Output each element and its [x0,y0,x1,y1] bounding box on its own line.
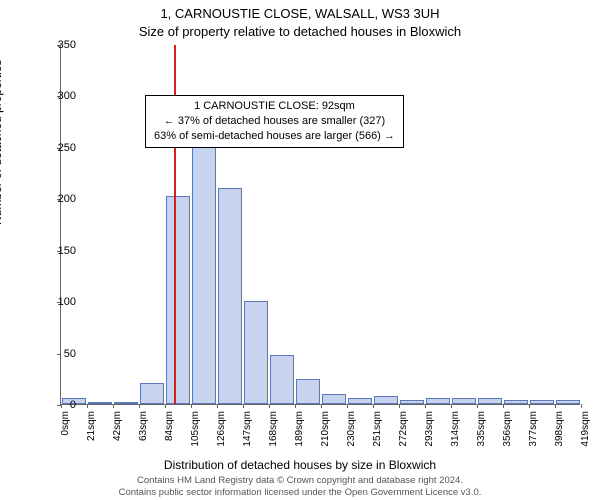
x-tick-label: 0sqm [60,411,71,461]
x-tick-mark [399,404,400,408]
x-tick-label: 42sqm [112,411,123,461]
histogram-bar [348,398,373,404]
x-tick-label: 168sqm [268,411,279,461]
x-tick-label: 210sqm [320,411,331,461]
histogram-bar [192,137,217,404]
attribution-line1: Contains HM Land Registry data © Crown c… [0,475,600,486]
y-tick-label: 100 [46,296,76,308]
histogram-bar [322,394,347,404]
x-tick-label: 63sqm [138,411,149,461]
x-tick-label: 230sqm [346,411,357,461]
x-tick-mark [295,404,296,408]
y-tick-label: 50 [46,348,76,360]
x-tick-mark [243,404,244,408]
x-tick-mark [139,404,140,408]
y-tick-label: 200 [46,193,76,205]
x-tick-label: 398sqm [554,411,565,461]
x-tick-label: 251sqm [372,411,383,461]
histogram-bar [426,398,451,404]
x-tick-mark [555,404,556,408]
histogram-bar [400,400,425,404]
annotation-box: 1 CARNOUSTIE CLOSE: 92sqm ← 37% of detac… [145,95,404,148]
x-tick-mark [425,404,426,408]
histogram-bar [218,188,243,404]
x-tick-label: 335sqm [476,411,487,461]
y-tick-label: 250 [46,142,76,154]
x-tick-label: 189sqm [294,411,305,461]
histogram-bar [296,379,321,404]
histogram-bar [270,355,295,404]
x-tick-label: 126sqm [216,411,227,461]
x-tick-mark [269,404,270,408]
x-tick-mark [113,404,114,408]
x-tick-mark [165,404,166,408]
chart-subtitle: Size of property relative to detached ho… [0,24,600,39]
y-tick-label: 0 [46,399,76,411]
y-tick-label: 300 [46,90,76,102]
y-tick-label: 150 [46,245,76,257]
attribution-text: Contains HM Land Registry data © Crown c… [0,475,600,498]
x-tick-label: 272sqm [398,411,409,461]
histogram-bar [556,400,581,404]
x-tick-mark [87,404,88,408]
x-tick-label: 419sqm [580,411,591,461]
chart-title-address: 1, CARNOUSTIE CLOSE, WALSALL, WS3 3UH [0,6,600,21]
x-tick-mark [503,404,504,408]
histogram-bar [166,196,191,404]
y-tick-label: 350 [46,39,76,51]
x-tick-label: 21sqm [86,411,97,461]
x-tick-mark [347,404,348,408]
x-tick-label: 293sqm [424,411,435,461]
x-tick-mark [191,404,192,408]
histogram-bar [140,383,165,404]
x-tick-label: 84sqm [164,411,175,461]
y-axis-label: Number of detached properties [0,60,4,225]
x-tick-mark [529,404,530,408]
x-tick-mark [373,404,374,408]
histogram-bar [374,396,399,404]
x-tick-mark [217,404,218,408]
x-tick-mark [581,404,582,408]
x-tick-label: 356sqm [502,411,513,461]
x-tick-label: 147sqm [242,411,253,461]
annotation-line2: ← 37% of detached houses are smaller (32… [154,114,395,129]
histogram-bar [452,398,477,404]
x-tick-mark [321,404,322,408]
property-size-chart: 1, CARNOUSTIE CLOSE, WALSALL, WS3 3UH Si… [0,0,600,500]
annotation-line1: 1 CARNOUSTIE CLOSE: 92sqm [154,99,395,114]
histogram-bar [504,400,529,404]
histogram-bar [114,402,139,404]
histogram-bar [478,398,503,404]
x-tick-label: 377sqm [528,411,539,461]
plot-area: 1 CARNOUSTIE CLOSE: 92sqm ← 37% of detac… [60,45,580,405]
histogram-bar [88,402,113,404]
x-tick-mark [451,404,452,408]
histogram-bar [530,400,555,404]
attribution-line2: Contains public sector information licen… [0,487,600,498]
x-tick-mark [477,404,478,408]
x-tick-label: 105sqm [190,411,201,461]
x-tick-label: 314sqm [450,411,461,461]
annotation-line3: 63% of semi-detached houses are larger (… [154,129,395,144]
histogram-bar [244,301,269,404]
